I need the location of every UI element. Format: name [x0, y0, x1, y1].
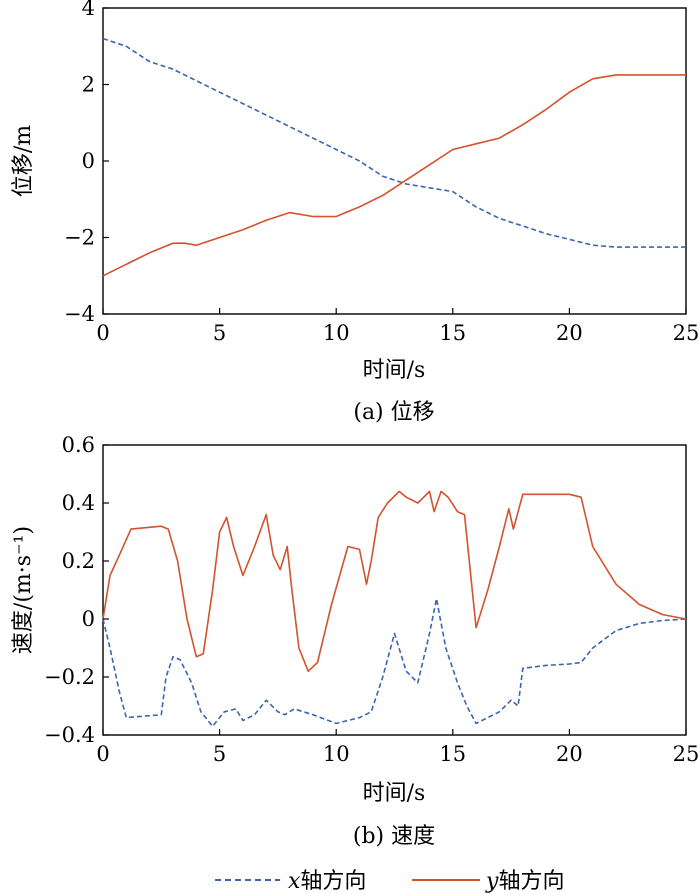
xtick-label-a: 15 [439, 321, 466, 345]
legend-y-label: y轴方向 [485, 869, 564, 894]
xtick-label-a: 20 [556, 321, 583, 345]
series-y-line-b [102, 490, 687, 672]
chart-velocity: 0 5 10 15 20 25 0.6 0.4 0.2 0 −0.2 −0.4 时间/s 速度/(m·… [11, 433, 699, 849]
series-y-line-a [102, 74, 686, 277]
plot-frame-a [102, 7, 687, 315]
xaxis-label-b: 时间/s [363, 781, 426, 806]
xtick-label-b: 15 [439, 742, 466, 766]
plot-area-b [102, 490, 687, 728]
ytick-label-a: 2 [82, 73, 95, 97]
yaxis-label-a: 位移/m [11, 125, 36, 197]
legend-y-text: 轴方向 [498, 869, 564, 894]
ytick-label-b: 0 [82, 607, 95, 631]
xtick-label-b: 20 [556, 742, 583, 766]
ytick-label-b: 0.6 [62, 433, 95, 457]
caption-a: (a) 位移 [353, 400, 434, 425]
xtick-label-a: 0 [96, 321, 109, 345]
xtick-label-b: 5 [213, 742, 226, 766]
ytick-label-a: 0 [82, 149, 95, 173]
xtick-label-a: 25 [673, 321, 700, 345]
ytick-label-b: 0.4 [62, 491, 95, 515]
caption-b: (b) 速度 [353, 824, 435, 849]
ytick-label-a: −4 [64, 302, 95, 326]
legend: x轴方向 y轴方向 [215, 869, 564, 894]
series-x-line-b [102, 597, 687, 728]
ytick-label-a: 4 [82, 0, 95, 20]
ytick-label-a: −2 [64, 226, 95, 250]
yaxis-label-b: 速度/(m·s⁻¹) [11, 526, 36, 654]
series-x-line-a [102, 37, 686, 248]
xtick-label-b: 10 [323, 742, 350, 766]
xaxis-label-a: 时间/s [363, 358, 426, 383]
legend-x-var: x [288, 869, 301, 894]
ytick-label-b: −0.2 [44, 665, 95, 689]
ticks-b: 0 5 10 15 20 25 0.6 0.4 0.2 0 −0.2 −0.4 [44, 433, 699, 766]
xtick-label-b: 0 [96, 742, 109, 766]
xtick-label-a: 10 [323, 321, 350, 345]
ytick-label-b: 0.2 [62, 549, 95, 573]
ytick-label-b: −0.4 [44, 723, 95, 747]
legend-x-text: 轴方向 [300, 869, 366, 894]
legend-x-label: x轴方向 [288, 869, 366, 894]
legend-y-var: y [485, 869, 499, 894]
plot-area-a [102, 37, 686, 277]
xtick-label-a: 5 [213, 321, 226, 345]
plot-frame-b [102, 444, 687, 736]
xtick-label-b: 25 [673, 742, 700, 766]
